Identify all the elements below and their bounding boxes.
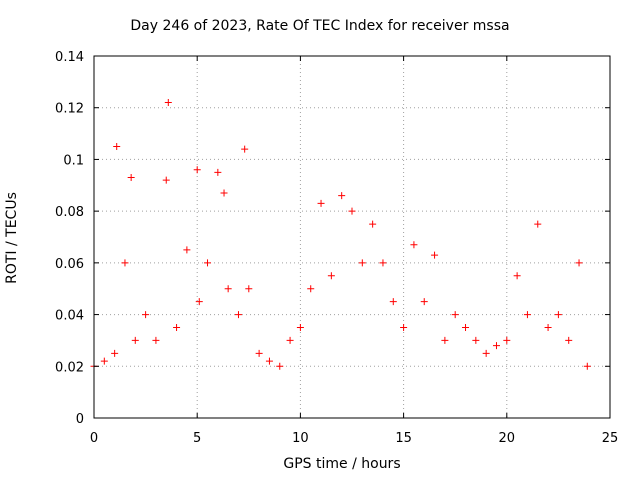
data-point [554,311,562,319]
chart-title: Day 246 of 2023, Rate Of TEC Index for r… [130,18,510,34]
data-point [338,192,346,200]
y-tick-label: 0.14 [55,50,84,65]
data-point [234,311,242,319]
data-point [183,246,191,254]
data-point [369,220,377,228]
data-point [131,336,139,344]
y-tick-label: 0.08 [55,205,84,220]
data-point [379,259,387,267]
data-point [544,324,552,331]
data-point [173,324,181,331]
data-point [164,99,172,107]
grid-lines [94,56,610,418]
data-point [431,251,439,259]
x-tick-label: 20 [499,431,516,446]
data-point [204,259,212,267]
data-point [472,336,480,344]
data-point [513,272,521,280]
data-point [348,207,356,215]
y-tick-label: 0.06 [55,257,84,272]
data-point [441,336,449,344]
data-point [276,362,284,370]
x-tick-label: 10 [292,431,309,446]
data-point [265,357,273,365]
data-point [214,168,222,176]
y-tick-label: 0.12 [55,102,84,117]
data-point [389,298,397,306]
x-tick-label: 15 [395,431,412,446]
data-point [193,166,201,174]
y-tick-label: 0 [76,412,84,427]
y-axis-label: ROTI / TECUs [4,192,20,284]
data-point [482,349,490,357]
data-point [241,145,249,153]
data-point [224,285,232,293]
data-point [152,336,160,344]
data-point [317,199,325,207]
plot-frame [93,55,611,419]
data-point [127,174,135,182]
data-point [142,311,150,319]
data-point [462,324,470,331]
data-point [113,143,121,150]
data-point [575,259,583,267]
data-point [121,259,129,267]
data-point [583,362,591,370]
y-tick-label: 0.04 [55,309,84,324]
data-point [296,324,304,331]
data-point [286,336,294,344]
x-tick-label: 0 [90,431,98,446]
data-point [162,176,170,184]
data-point [327,272,335,280]
data-point [492,342,500,350]
data-point [400,324,408,331]
data-point [195,298,203,306]
data-point [100,357,108,365]
data-point [358,259,366,267]
data-point [220,189,228,197]
x-tick-label: 5 [193,431,201,446]
data-point [420,298,428,306]
data-point [245,285,253,293]
data-points [90,99,591,370]
data-point [503,336,511,344]
data-point [534,220,542,228]
y-tick-label: 0.02 [55,360,84,375]
data-point [255,349,263,357]
data-point [451,311,459,319]
data-point [410,241,418,249]
data-point [565,336,573,344]
data-point [523,311,531,319]
axis-ticks: 0 5 10 15 20 25 0 0.02 0.04 0.06 0.08 0.1 0.12 0.14 [55,50,618,446]
data-point [111,349,119,357]
x-axis-label: GPS time / hours [283,456,401,472]
y-tick-label: 0.1 [63,153,84,168]
data-point [307,285,315,293]
x-tick-label: 25 [602,431,619,446]
